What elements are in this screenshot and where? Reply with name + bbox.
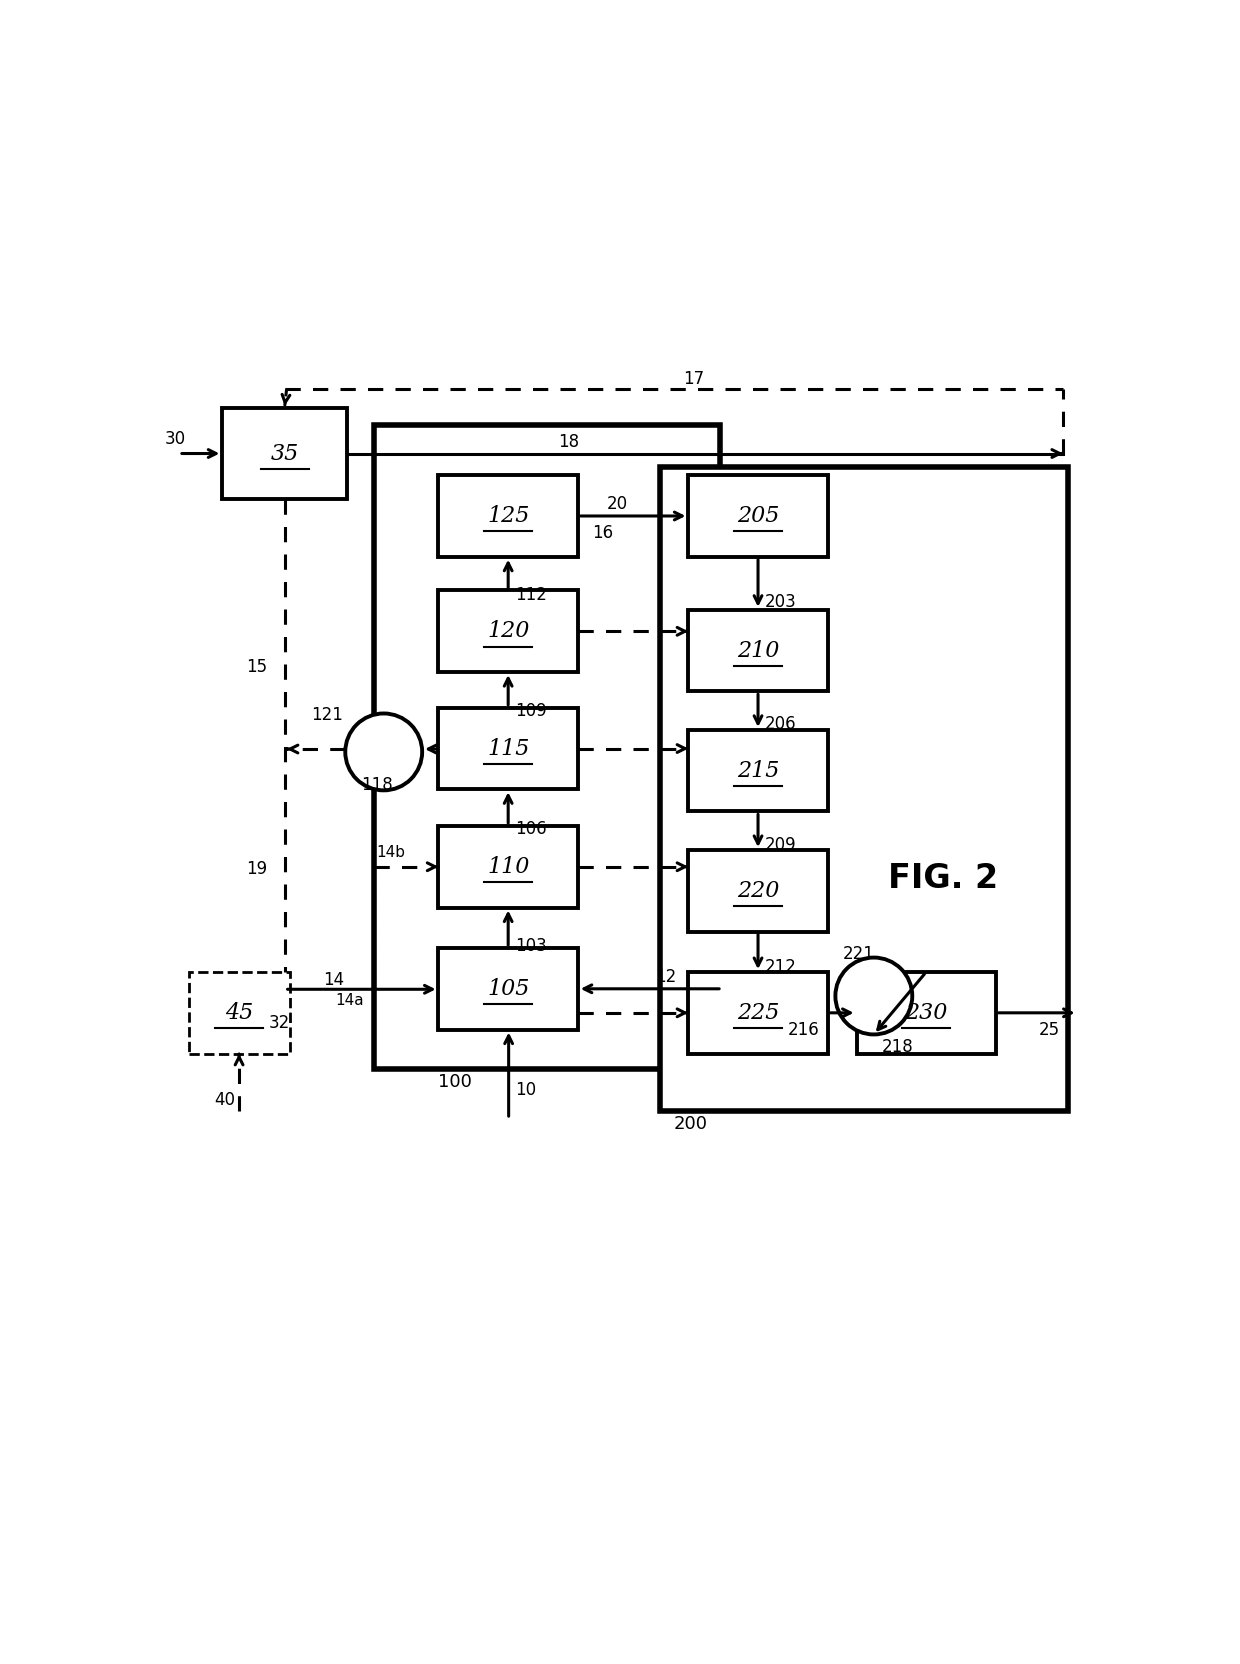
Circle shape — [836, 957, 913, 1035]
Text: 14: 14 — [324, 970, 345, 988]
Text: 203: 203 — [765, 592, 796, 611]
Text: FIG. 2: FIG. 2 — [888, 862, 998, 895]
Bar — [439, 591, 578, 672]
Text: 106: 106 — [515, 820, 547, 837]
Text: 121: 121 — [311, 707, 343, 724]
Text: 100: 100 — [439, 1073, 472, 1092]
Text: 18: 18 — [558, 433, 580, 451]
Text: 12: 12 — [655, 968, 676, 987]
Text: 206: 206 — [765, 716, 796, 734]
Text: 20: 20 — [606, 496, 627, 514]
Text: 14a: 14a — [336, 993, 365, 1008]
Text: 210: 210 — [737, 639, 779, 662]
Text: 45: 45 — [224, 1002, 253, 1023]
Text: 118: 118 — [362, 775, 393, 794]
Text: 112: 112 — [515, 586, 547, 604]
Bar — [688, 730, 828, 812]
Text: 218: 218 — [882, 1038, 914, 1057]
Text: 221: 221 — [843, 945, 875, 963]
Text: 105: 105 — [487, 978, 529, 1000]
Text: 25: 25 — [1039, 1022, 1060, 1038]
Text: 220: 220 — [737, 880, 779, 902]
Text: 216: 216 — [787, 1022, 820, 1038]
Bar — [222, 408, 347, 499]
Bar — [857, 972, 996, 1053]
Bar — [439, 707, 578, 789]
Text: 225: 225 — [737, 1002, 779, 1023]
Bar — [660, 468, 1068, 1112]
Text: 120: 120 — [487, 621, 529, 642]
Text: 209: 209 — [765, 835, 796, 854]
Text: 15: 15 — [247, 659, 268, 676]
Text: 103: 103 — [515, 937, 547, 955]
Bar — [439, 825, 578, 907]
Text: 17: 17 — [683, 369, 704, 388]
Text: 212: 212 — [765, 958, 796, 977]
Text: 10: 10 — [516, 1082, 537, 1100]
Bar — [688, 476, 828, 557]
Text: 40: 40 — [215, 1092, 236, 1108]
Text: 35: 35 — [270, 443, 299, 464]
Bar — [439, 948, 578, 1030]
Bar — [439, 476, 578, 557]
Text: 19: 19 — [247, 860, 268, 879]
Bar — [688, 972, 828, 1053]
Text: 115: 115 — [487, 737, 529, 759]
Bar — [688, 850, 828, 932]
Text: 110: 110 — [487, 855, 529, 877]
Bar — [188, 972, 290, 1053]
Text: 215: 215 — [737, 760, 779, 782]
Circle shape — [345, 714, 422, 790]
Text: 14b: 14b — [376, 845, 405, 860]
Text: 230: 230 — [905, 1002, 947, 1023]
Text: 32: 32 — [268, 1013, 290, 1032]
Text: 30: 30 — [165, 429, 186, 448]
Bar — [688, 609, 828, 691]
Text: 109: 109 — [515, 702, 547, 719]
Text: 125: 125 — [487, 504, 529, 527]
Text: 205: 205 — [737, 504, 779, 527]
Text: 16: 16 — [593, 524, 614, 542]
Text: 200: 200 — [675, 1115, 708, 1133]
Bar — [374, 426, 720, 1068]
